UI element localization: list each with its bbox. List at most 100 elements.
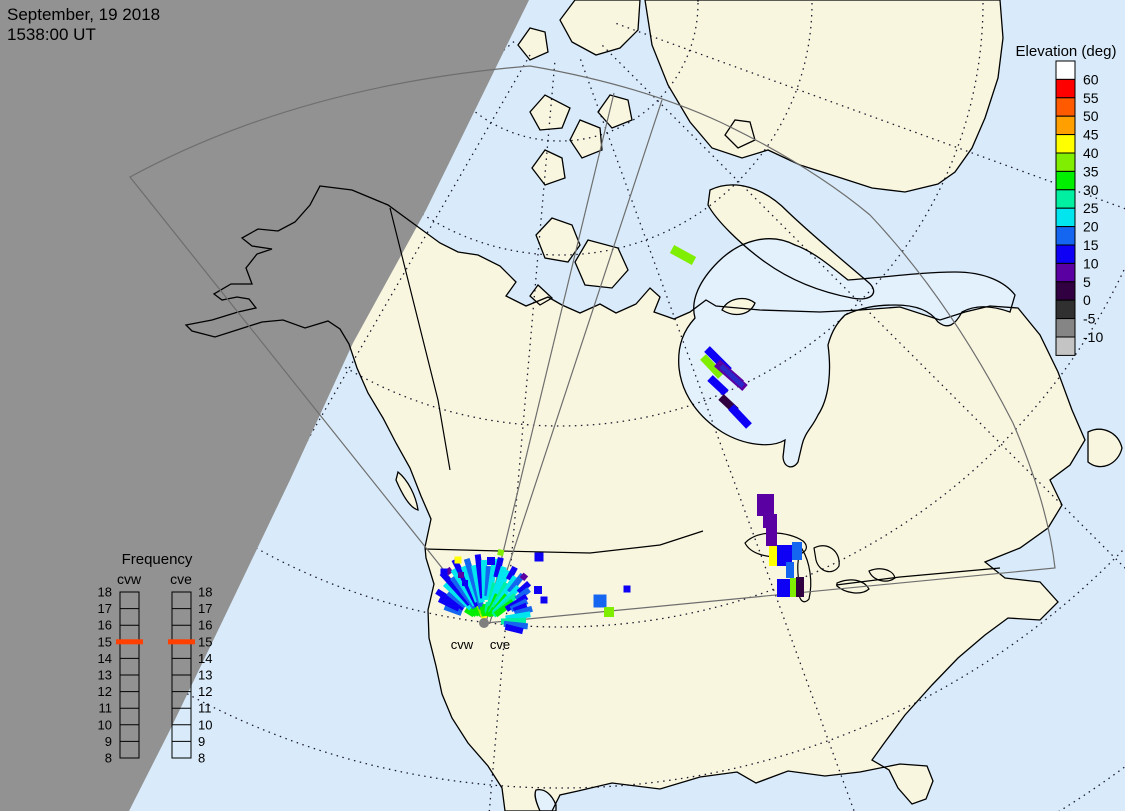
arctic-island-c bbox=[570, 120, 602, 158]
elevation-tick-label: 25 bbox=[1083, 200, 1099, 216]
ellesmere-island bbox=[560, 0, 640, 55]
victoria-island-outline bbox=[574, 239, 629, 289]
lake-michigan bbox=[797, 547, 812, 603]
southampton-island-outline bbox=[721, 297, 756, 316]
alaska-canada-border bbox=[389, 207, 451, 471]
elevation-tick-label: 10 bbox=[1083, 255, 1099, 271]
echo-rect bbox=[763, 514, 777, 528]
elevation-color-swatch bbox=[1055, 78, 1076, 99]
elevation-color-swatch bbox=[1055, 262, 1076, 283]
echo-dot bbox=[534, 552, 544, 562]
vancouver-island bbox=[396, 472, 418, 510]
site-label-cve: cve bbox=[490, 637, 510, 652]
gulf-of-california-outline bbox=[534, 789, 557, 811]
echo-dot bbox=[458, 572, 464, 578]
echo-bar bbox=[700, 354, 724, 379]
banks-island bbox=[536, 218, 580, 262]
banks-island-outline bbox=[535, 217, 581, 263]
fan-echo bbox=[516, 580, 532, 595]
vancouver-island-outline bbox=[395, 470, 419, 511]
frequency-tick-label: 16 bbox=[98, 618, 112, 633]
echo-bar bbox=[669, 245, 697, 265]
fan-echo bbox=[435, 588, 466, 611]
mainland-north-america-outline bbox=[184, 185, 1086, 811]
frequency-tick-label: 12 bbox=[198, 684, 212, 699]
frequency-legend-title: Frequency bbox=[122, 551, 193, 568]
frequency-tick-label: 13 bbox=[198, 668, 212, 683]
echo-dot bbox=[623, 585, 631, 593]
frequency-tick-label: 18 bbox=[98, 585, 112, 600]
frequency-tick-label: 13 bbox=[98, 668, 112, 683]
echo-bar bbox=[728, 404, 752, 429]
elevation-color-swatch bbox=[1055, 281, 1076, 301]
arctic-island-c-outline bbox=[569, 119, 603, 159]
lakes-and-borders bbox=[389, 207, 1001, 603]
echo-rect bbox=[792, 542, 802, 560]
elevation-tick-label: 60 bbox=[1083, 71, 1099, 87]
echo-rect bbox=[796, 577, 804, 597]
frequency-legend: Frequency cvw cve 1817161514131211109818… bbox=[98, 551, 213, 766]
radar-site: cvw cve bbox=[451, 618, 510, 652]
fan-echo bbox=[444, 566, 454, 576]
elevation-tick-label: 35 bbox=[1083, 163, 1099, 179]
bylot-island bbox=[725, 120, 755, 148]
echo-rect bbox=[777, 545, 792, 566]
timestamp: September, 19 2018 1538:00 UT bbox=[7, 5, 160, 44]
frequency-tick-label: 15 bbox=[198, 634, 212, 649]
echo-dot bbox=[462, 580, 468, 586]
elevation-tick-label: 0 bbox=[1083, 292, 1091, 308]
elevation-tick-label: 55 bbox=[1083, 90, 1099, 106]
latitude-circle bbox=[307, 0, 813, 256]
frequency-tick-label: 12 bbox=[98, 684, 112, 699]
frequency-tick-label: 8 bbox=[105, 751, 112, 766]
coastline-strokes bbox=[184, 0, 1123, 811]
elevation-color-swatch bbox=[1055, 318, 1076, 338]
fan-echo bbox=[514, 605, 533, 617]
king-william-island-outline bbox=[529, 284, 554, 306]
radar-fov-fan bbox=[129, 65, 1056, 624]
echo-dot bbox=[440, 568, 448, 576]
elevation-tick-label: 20 bbox=[1083, 219, 1099, 235]
southampton-island bbox=[722, 298, 755, 315]
echo-bar bbox=[719, 364, 745, 388]
elevation-color-swatch bbox=[1055, 299, 1076, 320]
elevation-color-swatch bbox=[1055, 207, 1076, 228]
fov-sector-outline bbox=[129, 65, 1056, 624]
interior-water-fills bbox=[535, 238, 1015, 811]
arctic-island-d-outline bbox=[531, 149, 566, 186]
timestamp-date: September, 19 2018 bbox=[7, 5, 160, 24]
echo-dot bbox=[593, 594, 607, 608]
fan-echo bbox=[437, 596, 461, 612]
frequency-tick-label: 15 bbox=[98, 634, 112, 649]
lake-erie bbox=[836, 579, 870, 594]
fan-echo bbox=[505, 611, 531, 622]
echo-rect bbox=[757, 494, 774, 516]
site-label-cvw: cvw bbox=[451, 637, 474, 652]
arctic-island-d bbox=[532, 150, 565, 185]
hudson-bay-outline bbox=[678, 238, 1016, 468]
echo-rect bbox=[777, 579, 792, 597]
elevation-tick-label: -5 bbox=[1083, 311, 1096, 327]
timestamp-time: 1538:00 UT bbox=[7, 25, 96, 44]
us-canada-border-west bbox=[424, 530, 704, 554]
fan-echo bbox=[496, 569, 511, 592]
elevation-tick-label: 45 bbox=[1083, 127, 1099, 143]
frequency-tick-label: 14 bbox=[98, 651, 112, 666]
frequency-tick-label: 11 bbox=[99, 701, 113, 716]
frequency-column-cvw: cvw bbox=[117, 571, 142, 587]
victoria-island bbox=[575, 240, 628, 288]
frequency-tick-label: 9 bbox=[105, 734, 112, 749]
newfoundland bbox=[1088, 429, 1122, 467]
elevation-tick-label: 15 bbox=[1083, 237, 1099, 253]
elevation-color-swatch bbox=[1055, 152, 1076, 172]
fan-echo bbox=[443, 604, 463, 616]
baffin-island-outline bbox=[707, 184, 875, 300]
arctic-island-a bbox=[518, 28, 548, 60]
echo-bar bbox=[707, 375, 729, 396]
us-canada-border-east bbox=[835, 567, 1001, 586]
latitude-circle bbox=[136, 0, 984, 427]
frequency-marker bbox=[116, 639, 143, 645]
